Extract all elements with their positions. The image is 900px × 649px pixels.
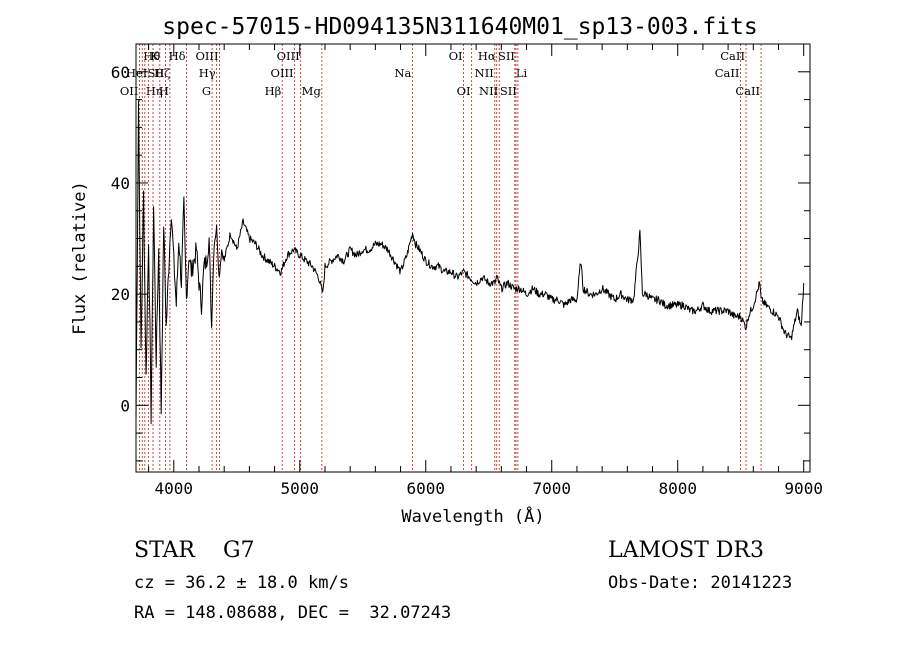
y-axis-label: Flux (relative) [70, 181, 90, 335]
spectral-line-label: Hγ [199, 66, 216, 80]
spectral-line-label: K [150, 49, 159, 63]
spectral-line-label: Li [516, 66, 528, 80]
x-tick-label: 9000 [784, 479, 823, 498]
y-tick-label: 60 [111, 63, 130, 82]
spectral-line-label: HeI [126, 66, 147, 80]
spectral-line-label: OIII [195, 49, 218, 63]
spectrum-chart: spec-57015-HD094135N311640M01_sp13-003.f… [70, 14, 823, 527]
spectral-line-label: G [202, 84, 211, 98]
spectral-line-label: Mg [302, 84, 322, 98]
coordinates: RA = 148.08688, DEC = 32.07243 [134, 603, 452, 623]
spectral-line-label: OI [457, 84, 471, 98]
spectrum-line [135, 100, 805, 425]
survey-name: LAMOST DR3 [608, 538, 764, 563]
spectral-line-label: SII [148, 66, 165, 80]
x-tick-label: 4000 [155, 479, 194, 498]
x-tick-label: 5000 [281, 479, 320, 498]
x-tick-label: 8000 [658, 479, 697, 498]
spectral-line-label: Hη [146, 84, 163, 98]
redshift-velocity: cz = 36.2 ± 18.0 km/s [134, 573, 349, 593]
spectral-line-label: Hβ [265, 84, 282, 98]
spectral-line-label: NII [479, 84, 498, 98]
object-class: STAR G7 [134, 538, 255, 563]
spectral-line-label: H [159, 84, 169, 98]
spectral-line-label: Hα [478, 49, 496, 63]
plot-frame [135, 43, 811, 473]
spectral-line-label: Na [394, 66, 411, 80]
chart-title: spec-57015-HD094135N311640M01_sp13-003.f… [162, 14, 757, 40]
y-tick-label: 0 [120, 396, 130, 415]
spectral-line-label: SII [498, 49, 515, 63]
spectral-line-label: OIII [271, 66, 294, 80]
spectral-line-label: OI [449, 49, 463, 63]
x-axis-label: Wavelength (Å) [401, 505, 544, 527]
observation-date: Obs-Date: 20141223 [608, 573, 793, 593]
spectral-line-label: CaII [735, 84, 760, 98]
y-tick-label: 20 [111, 285, 130, 304]
spectral-line-label: CaII [715, 66, 740, 80]
x-tick-label: 7000 [532, 479, 571, 498]
spectral-line-label: Hζ [154, 66, 170, 80]
spectral-line-label: Hδ [169, 49, 186, 63]
spectral-line-label: NII [475, 66, 494, 80]
spectral-line-label: SII [500, 84, 517, 98]
x-tick-label: 6000 [406, 479, 445, 498]
spectral-line-label: CaII [720, 49, 745, 63]
spectral-line-label: OII [120, 84, 139, 98]
spectral-line-label: Hθ [143, 49, 160, 63]
y-tick-label: 40 [111, 174, 130, 193]
spectral-line-label: OIII [277, 49, 300, 63]
